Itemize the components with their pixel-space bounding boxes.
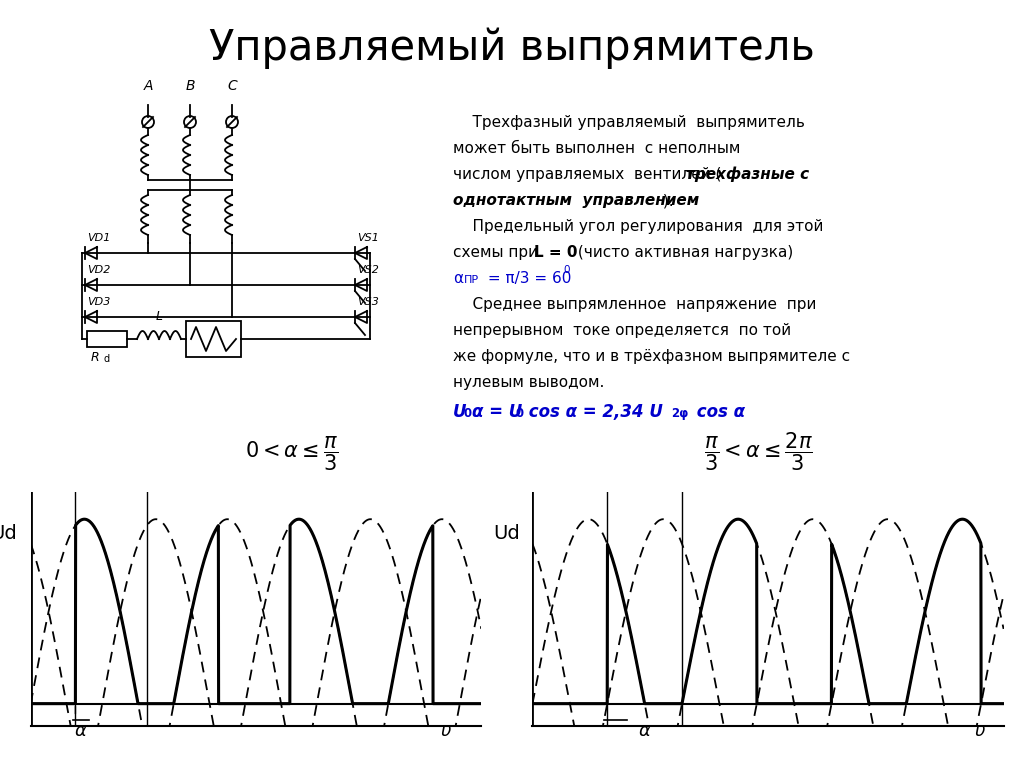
Text: VD1: VD1 [87, 233, 111, 243]
Text: 0: 0 [464, 407, 472, 420]
Text: нулевым выводом.: нулевым выводом. [453, 375, 604, 390]
Text: α: α [75, 722, 86, 740]
Text: VS3: VS3 [357, 297, 379, 307]
Text: числом управляемых  вентилей (: числом управляемых вентилей ( [453, 167, 721, 182]
Text: ).: ). [658, 193, 674, 208]
Text: R: R [91, 351, 99, 364]
Text: 0: 0 [515, 407, 523, 420]
Text: VD2: VD2 [87, 265, 111, 275]
Bar [87, 331, 127, 347]
Text: U: U [453, 403, 467, 421]
Text: Трехфазный управляемый  выпрямитель: Трехфазный управляемый выпрямитель [453, 115, 805, 130]
Text: $\dfrac{\pi}{3} < \alpha \leq \dfrac{2\pi}{3}$: $\dfrac{\pi}{3} < \alpha \leq \dfrac{2\p… [705, 430, 813, 473]
Bar [186, 321, 241, 357]
Text: Среднее выпрямленное  напряжение  при: Среднее выпрямленное напряжение при [453, 297, 816, 312]
Text: L = 0: L = 0 [534, 245, 578, 260]
Text: d: d [103, 354, 110, 364]
Text: Предельный угол регулирования  для этой: Предельный угол регулирования для этой [453, 219, 823, 234]
Text: Управляемый выпрямитель: Управляемый выпрямитель [209, 27, 815, 69]
Text: трехфазные с: трехфазные с [686, 167, 809, 183]
Text: α = U: α = U [472, 403, 522, 421]
Text: схемы при: схемы при [453, 245, 543, 260]
Text: 0: 0 [563, 265, 569, 275]
Text: непрерывном  токе определяется  по той: непрерывном токе определяется по той [453, 323, 792, 338]
Text: A: A [143, 79, 153, 93]
Text: (чисто активная нагрузка): (чисто активная нагрузка) [573, 245, 794, 260]
Text: 2φ: 2φ [671, 407, 688, 420]
Text: $0 < \alpha \leq \dfrac{\pi}{3}$: $0 < \alpha \leq \dfrac{\pi}{3}$ [246, 434, 339, 473]
Text: B: B [185, 79, 195, 93]
Text: L: L [156, 310, 163, 323]
Text: VD3: VD3 [87, 297, 111, 307]
Text: α: α [453, 271, 463, 286]
Text: VS1: VS1 [357, 233, 379, 243]
Text: α: α [639, 722, 650, 740]
Text: может быть выполнен  с неполным: может быть выполнен с неполным [453, 141, 740, 156]
Text: ПР: ПР [464, 275, 479, 285]
Text: Ud: Ud [0, 525, 17, 543]
Text: cos α = 2,34 U: cos α = 2,34 U [523, 403, 663, 421]
Text: Ud: Ud [494, 525, 520, 543]
Text: υ: υ [440, 722, 451, 740]
Text: υ: υ [975, 722, 985, 740]
Text: же формуле, что и в трёхфазном выпрямителе с: же формуле, что и в трёхфазном выпрямите… [453, 349, 850, 364]
Text: = π/3 = 60: = π/3 = 60 [483, 271, 571, 286]
Text: cos α: cos α [691, 403, 745, 421]
Text: C: C [227, 79, 237, 93]
Text: VS2: VS2 [357, 265, 379, 275]
Text: однотактным  управлением: однотактным управлением [453, 193, 699, 208]
